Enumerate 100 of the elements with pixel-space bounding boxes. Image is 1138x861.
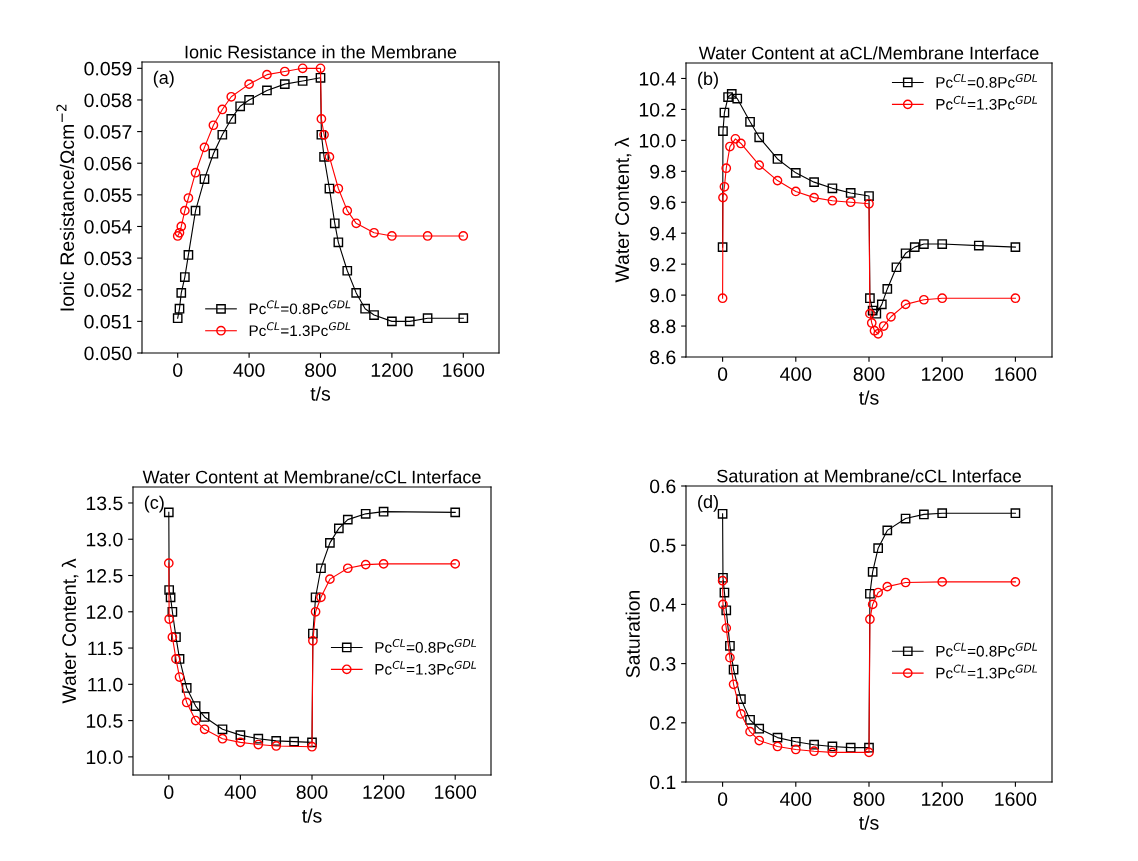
y-tick-label: 9.0 xyxy=(650,288,676,303)
x-tick-label: 400 xyxy=(224,785,256,799)
x-tick-label: 800 xyxy=(853,792,885,806)
point xyxy=(315,63,326,74)
point xyxy=(809,739,819,750)
point xyxy=(333,183,344,194)
point xyxy=(271,736,282,746)
point xyxy=(864,198,874,209)
x-tick-label: 1600 xyxy=(995,792,1037,806)
point xyxy=(316,592,326,603)
point xyxy=(719,181,730,192)
x-tick-label: 1200 xyxy=(922,367,964,381)
x-tick-label: 1200 xyxy=(371,363,413,377)
point xyxy=(845,188,856,198)
point xyxy=(307,741,317,752)
y-tick-label: 0.6 xyxy=(650,479,676,494)
point xyxy=(809,746,819,757)
y-tick-label: 10.0 xyxy=(86,750,123,765)
point xyxy=(235,730,246,740)
point xyxy=(325,574,335,584)
point xyxy=(253,739,264,750)
point xyxy=(736,709,746,719)
y-tick-label: 11.5 xyxy=(88,641,123,656)
point xyxy=(745,714,755,725)
x-axis-title: t/s xyxy=(302,808,322,823)
y-tick-label: 12.5 xyxy=(86,568,123,583)
y-tick-label: 10.5 xyxy=(86,714,123,728)
point xyxy=(790,744,801,755)
point xyxy=(176,221,187,232)
y-tick-label: 8.8 xyxy=(650,319,676,334)
x-tick-label: 1200 xyxy=(922,792,964,806)
x-tick-label: 0 xyxy=(717,367,728,381)
y-tick-label: 0.1 xyxy=(650,775,676,790)
point xyxy=(360,508,371,519)
point xyxy=(754,735,765,746)
x-tick-label: 0 xyxy=(717,792,728,806)
y-tick-label: 0.052 xyxy=(84,283,132,297)
chart-title: Water Content at aCL/Membrane Interface xyxy=(698,46,1039,60)
point xyxy=(360,303,370,314)
point xyxy=(827,195,838,206)
y-tick-label: 0.2 xyxy=(650,716,676,731)
point xyxy=(176,288,187,298)
point xyxy=(891,262,902,273)
point xyxy=(736,138,746,149)
chart-title: Water Content at Membrane/cCL Interface xyxy=(142,470,481,484)
point xyxy=(183,250,194,260)
y-tick-label: 11.0 xyxy=(88,677,123,692)
point xyxy=(217,129,228,140)
point xyxy=(869,325,880,336)
point xyxy=(721,605,732,616)
point xyxy=(458,231,469,241)
point xyxy=(878,321,889,331)
y-tick-label: 9.4 xyxy=(650,226,676,241)
point xyxy=(190,715,201,726)
point xyxy=(165,592,176,603)
x-tick-label: 1600 xyxy=(435,785,477,799)
legend-label: Pc$^{CL}$=0.8Pc$^{GDL}$ xyxy=(375,638,477,653)
point xyxy=(745,116,755,127)
point xyxy=(171,654,181,664)
y-tick-label: 0.5 xyxy=(650,538,676,553)
point xyxy=(919,509,929,520)
point xyxy=(329,218,340,229)
point xyxy=(909,242,920,252)
point xyxy=(183,193,194,203)
point xyxy=(333,237,344,248)
point xyxy=(865,293,875,304)
point xyxy=(404,316,415,327)
legend-label: Pc$^{CL}$=0.8Pc$^{GDL}$ xyxy=(936,642,1038,657)
point xyxy=(315,72,326,83)
y-tick-label: 0.050 xyxy=(84,346,132,361)
point xyxy=(937,577,948,587)
point xyxy=(179,205,190,216)
point xyxy=(718,126,728,136)
point xyxy=(772,175,783,186)
y-tick-label: 0.059 xyxy=(84,61,132,76)
point xyxy=(244,79,254,90)
y-tick-label: 0.4 xyxy=(650,597,676,612)
y-axis-title: Water Content, λ xyxy=(614,137,632,283)
point xyxy=(172,313,183,324)
point xyxy=(919,294,929,305)
point xyxy=(864,742,874,753)
point xyxy=(973,240,984,251)
point xyxy=(378,559,389,569)
point xyxy=(199,712,210,722)
point xyxy=(279,66,290,77)
point xyxy=(745,726,755,737)
point xyxy=(217,733,228,744)
point xyxy=(867,566,878,577)
point xyxy=(308,635,318,646)
point xyxy=(725,141,735,152)
point xyxy=(217,724,228,735)
point xyxy=(422,313,433,324)
point xyxy=(174,303,185,314)
y-tick-label: 9.6 xyxy=(650,195,676,210)
point xyxy=(726,89,737,99)
y-tick-label: 13.0 xyxy=(86,532,123,547)
point xyxy=(190,205,201,216)
y-tick-label: 10.2 xyxy=(639,102,676,117)
x-tick-label: 400 xyxy=(780,367,812,381)
point xyxy=(882,525,893,536)
